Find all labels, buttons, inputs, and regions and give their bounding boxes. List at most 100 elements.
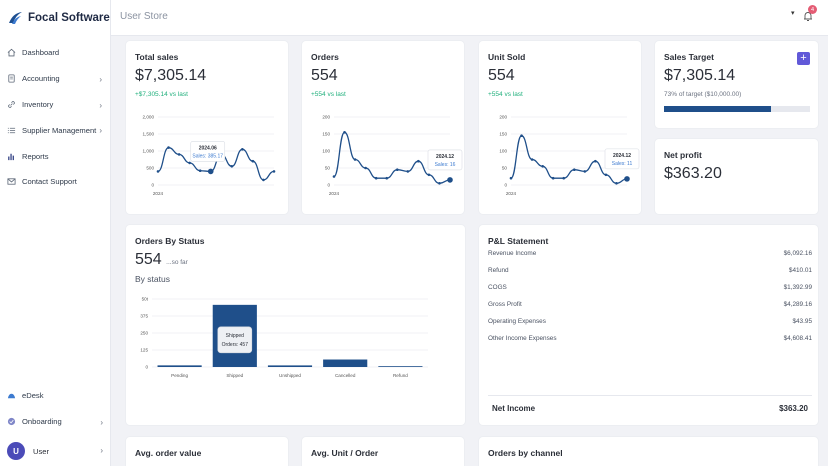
data-point[interactable] <box>562 176 566 180</box>
data-point[interactable] <box>438 182 441 185</box>
data-point[interactable] <box>551 176 555 180</box>
pl-value: $1,392.99 <box>783 284 812 291</box>
data-point[interactable] <box>188 161 191 165</box>
sidebar-item-supplier-management[interactable]: Supplier Management › <box>0 117 110 143</box>
unit-sold-card: Unit Sold 554 +554 vs last 200 150 100 50 0 2… <box>478 40 642 215</box>
y-tick-label: 250 <box>140 331 148 336</box>
data-point[interactable] <box>230 165 234 168</box>
x-tick-label: Pending <box>171 373 188 378</box>
y-tick-label: 200 <box>499 115 507 120</box>
data-point[interactable] <box>385 176 389 180</box>
data-point[interactable] <box>177 153 181 156</box>
data-point[interactable] <box>541 165 544 168</box>
pl-row: Revenue Income $6,092.16 <box>488 250 812 257</box>
data-point[interactable] <box>530 158 534 161</box>
data-point[interactable] <box>509 176 513 180</box>
pl-label: COGS <box>488 284 507 291</box>
data-point[interactable] <box>374 176 378 180</box>
bar[interactable] <box>323 359 368 367</box>
target-progress-bar <box>664 106 810 112</box>
pl-label: Operating Expenses <box>488 318 546 325</box>
data-point[interactable] <box>395 168 399 171</box>
x-tick-label: 2024 <box>506 191 517 196</box>
tooltip-value: Sales: 11 <box>612 161 633 167</box>
sidebar-item-accounting[interactable]: Accounting › <box>0 66 110 92</box>
data-point[interactable] <box>332 175 336 178</box>
data-point[interactable] <box>615 182 618 185</box>
card-title: Orders <box>311 52 339 62</box>
card-value: 554 <box>488 67 515 84</box>
card-value: $7,305.14 <box>135 67 207 84</box>
sidebar-item-onboarding[interactable]: Onboarding › <box>0 409 111 435</box>
data-point[interactable] <box>198 169 202 173</box>
data-point[interactable] <box>353 158 357 161</box>
data-point[interactable] <box>417 159 420 163</box>
data-point[interactable] <box>406 170 410 173</box>
sidebar-item-reports[interactable]: Reports <box>0 143 110 169</box>
tooltip <box>427 149 463 171</box>
dropdown-caret-icon[interactable]: ▾ <box>791 10 795 17</box>
y-tick-label: 150 <box>499 132 507 137</box>
bar[interactable] <box>157 365 202 367</box>
pl-row: Refund $410.01 <box>488 267 812 274</box>
data-point[interactable] <box>572 168 576 171</box>
ledger-icon <box>8 74 15 83</box>
x-tick-label: 2024 <box>329 191 340 196</box>
data-point[interactable] <box>364 166 367 170</box>
notification-badge: 4 <box>808 5 817 14</box>
data-point[interactable] <box>156 170 160 173</box>
data-point[interactable] <box>594 159 597 163</box>
bar[interactable] <box>378 366 423 367</box>
tooltip-title: Shipped <box>226 333 245 339</box>
active-point[interactable] <box>207 168 214 175</box>
sidebar-item-label: Contact Support <box>22 177 77 187</box>
net-income-row: Net Income $363.20 <box>488 395 812 421</box>
user-name: User <box>33 446 50 456</box>
card-delta: +$7,305.14 vs last <box>135 91 188 98</box>
sidebar-item-dashboard[interactable]: Dashboard <box>0 40 110 66</box>
sidebar-item-inventory[interactable]: Inventory › <box>0 92 110 118</box>
card-title: Net profit <box>664 150 702 160</box>
data-point[interactable] <box>604 173 608 177</box>
logo[interactable]: Focal Software <box>0 0 110 36</box>
sales-target-card: Sales Target + $7,305.14 73% of target (… <box>654 40 819 129</box>
sidebar-item-edesk[interactable]: eDesk <box>0 383 111 409</box>
active-point[interactable] <box>447 177 453 183</box>
add-target-button[interactable]: + <box>797 52 810 65</box>
data-point[interactable] <box>343 131 346 134</box>
net-income-label: Net Income <box>492 404 536 413</box>
data-point[interactable] <box>241 148 244 151</box>
pl-label: Gross Profit <box>488 301 522 308</box>
target-subtext: 73% of target ($10,000.00) <box>664 91 742 98</box>
y-tick-label: 1,500 <box>143 132 155 137</box>
tooltip-title: 2024.12 <box>436 154 454 160</box>
data-point[interactable] <box>583 170 587 173</box>
avg-unit-order-card: Avg. Unit / Order <box>301 436 465 466</box>
data-point[interactable] <box>262 178 265 182</box>
x-tick-label: Cancelled <box>335 373 356 378</box>
card-subtitle: By status <box>135 274 170 284</box>
bar[interactable] <box>267 365 313 367</box>
orders-card: Orders 554 +554 vs last 200 150 100 50 0 2024… <box>301 40 465 215</box>
data-point[interactable] <box>272 170 276 173</box>
avatar: U <box>7 442 25 460</box>
chevron-right-icon: › <box>100 417 103 427</box>
card-title: Unit Sold <box>488 52 526 62</box>
data-point[interactable] <box>520 134 523 137</box>
data-point[interactable] <box>427 173 431 177</box>
mail-icon <box>7 178 16 185</box>
data-point[interactable] <box>167 146 170 149</box>
y-tick-label: 50t <box>142 297 149 302</box>
y-tick-label: 375 <box>140 314 148 319</box>
total-sales-card: Total sales $7,305.14 +$7,305.14 vs last… <box>125 40 289 215</box>
pl-statement-card: P&L Statement Revenue Income $6,092.16 Re… <box>478 224 819 426</box>
active-point[interactable] <box>624 176 630 182</box>
data-point[interactable] <box>251 159 255 163</box>
orders-by-channel-card: Orders by channel <box>478 436 819 466</box>
pl-row: COGS $1,392.99 <box>488 284 812 291</box>
top-bar: User Store ▾ 4 <box>111 0 828 36</box>
sidebar-item-contact-support[interactable]: Contact Support <box>0 169 110 195</box>
target-progress-fill <box>664 106 771 112</box>
user-menu[interactable]: U User › <box>0 438 111 464</box>
orders-status-bar-chart: 50t 375 250 125 0 Pending Shipped Unshipped Canc… <box>140 297 428 378</box>
